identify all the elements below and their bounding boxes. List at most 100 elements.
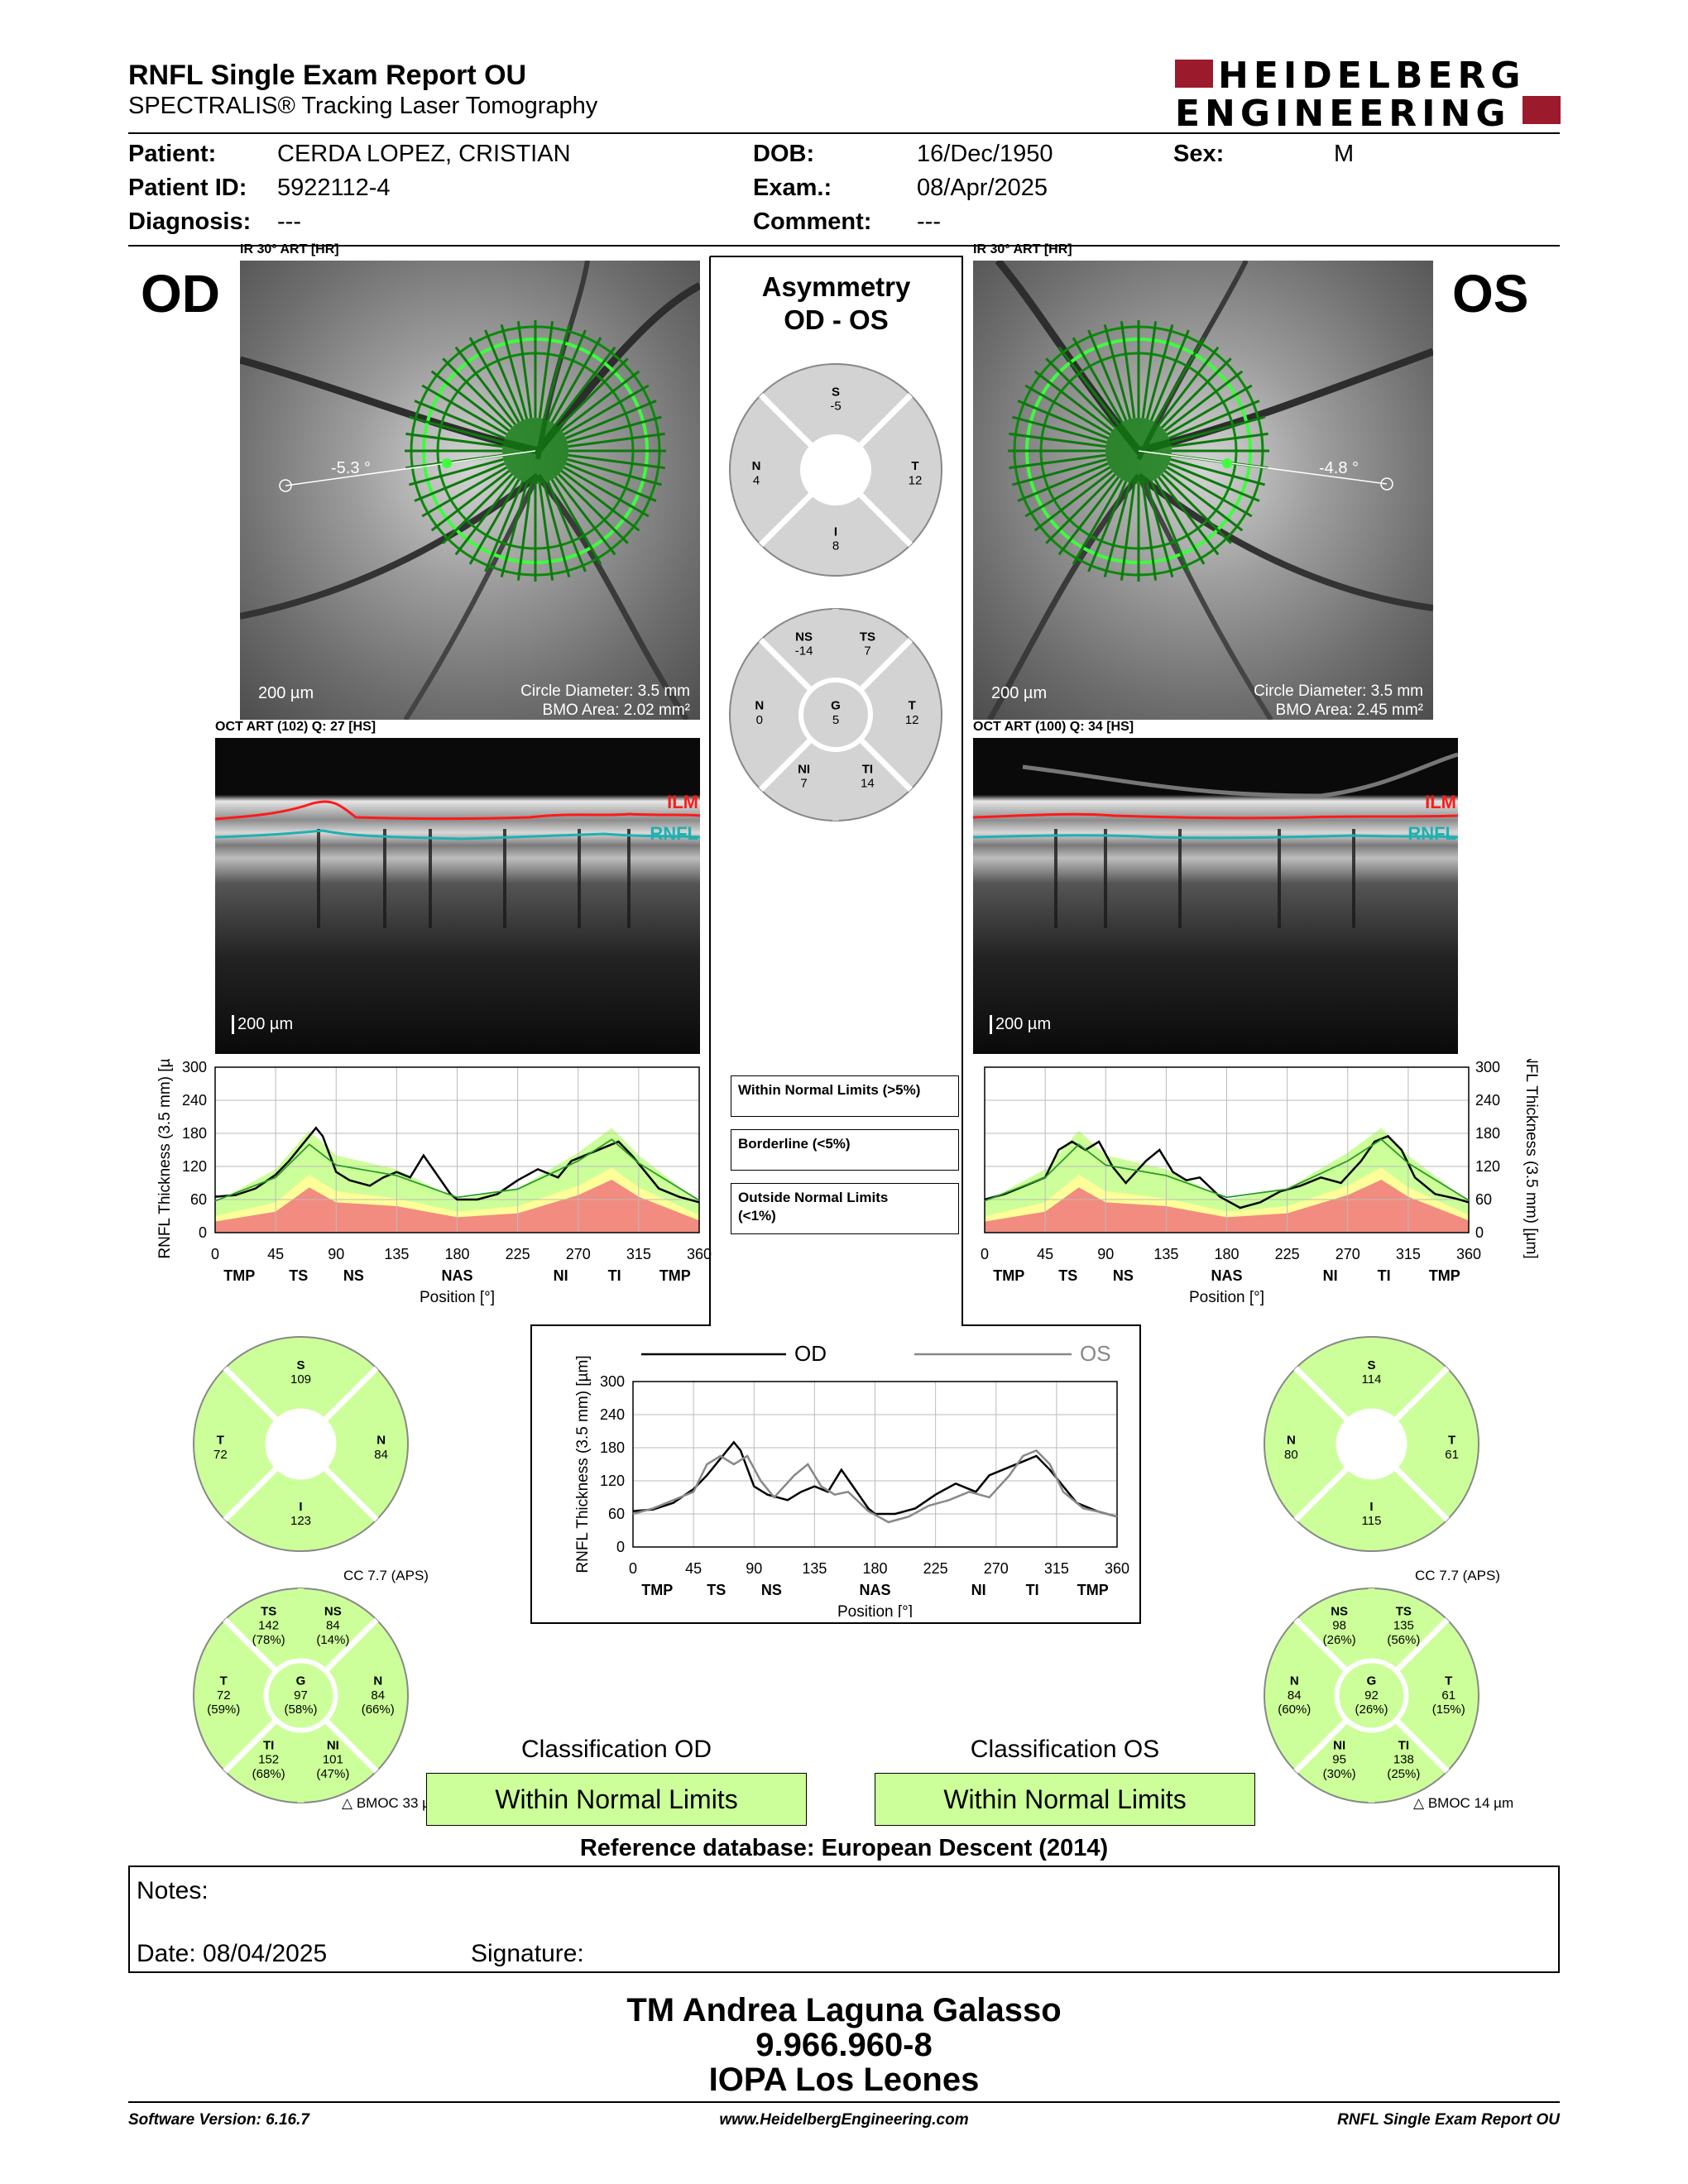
x-tick-label: 180 [1214, 1246, 1239, 1262]
sector-label-n: N [755, 699, 764, 713]
notes-label: Notes: [137, 1877, 209, 1904]
os-6-sector-chart: NS98(26%)TS135(56%)N84(60%)G92(26%)T61(1… [1264, 1588, 1479, 1803]
x-tick-label: 45 [267, 1246, 284, 1262]
os-fundus-image: -4.8 ° 200 µm Circle Diameter: 3.5 mm BM… [973, 261, 1433, 720]
x-tick-label: 135 [384, 1246, 409, 1262]
y-tick-label: 180 [600, 1439, 625, 1456]
sector-divider [1393, 1617, 1450, 1674]
y-tick-label: 240 [600, 1406, 625, 1423]
sector-percent-ti: (68%) [252, 1767, 285, 1781]
dob-label: DOB: [753, 141, 815, 167]
sector-axis-label: TS [707, 1582, 726, 1598]
x-tick-label: 90 [1097, 1246, 1114, 1262]
sector-axis-label: TS [1058, 1267, 1077, 1284]
ou-comparison-chart: 0 60 120 180 240 300 0 45 90 135 180 225 270 315 360 TM… [574, 1344, 1129, 1617]
y-tick-label: 0 [616, 1539, 625, 1555]
legend-borderline-label: Borderline (<5%) [738, 1136, 851, 1152]
x-tick-label: 315 [1396, 1246, 1421, 1262]
diagnosis-value: --- [277, 208, 301, 235]
sector-value-ns: 98 [1332, 1619, 1346, 1633]
sector-value-ti: 14 [861, 777, 875, 791]
od-rnfl-chart: 0 60 120 180 240 300 0 45 90 135 180 225 270 315 360 TM… [156, 1059, 712, 1306]
x-axis-label: Position [°] [837, 1603, 913, 1617]
x-axis-label: Position [°] [1189, 1289, 1264, 1306]
sector-value-ts: 135 [1393, 1619, 1414, 1633]
od-fundus-image: -5.3 ° 200 µm Circle Diameter: 3.5 mm BM… [240, 261, 700, 720]
footer-report-name: RNFL Single Exam Report OU [1337, 2111, 1560, 2129]
od-bmoc-value: BMOC 33 µm [356, 1795, 443, 1811]
sector-divider [1293, 1717, 1350, 1774]
asymmetry-title-2: OD - OS [784, 304, 889, 335]
sector-percent-ti: (25%) [1387, 1767, 1420, 1781]
sector-value-s: 114 [1362, 1372, 1382, 1387]
od-rnfl-label: RNFL [650, 823, 698, 844]
sector-percent-t: (15%) [1432, 1703, 1465, 1717]
x-tick-label: 135 [1153, 1246, 1178, 1262]
sector-percent-g: (58%) [284, 1703, 317, 1717]
sector-percent-ni: (47%) [316, 1767, 349, 1781]
sector-percent-n: (60%) [1278, 1703, 1311, 1717]
os-bmo-area: BMO Area: 2.45 mm² [1275, 702, 1423, 719]
y-tick-label: 180 [1475, 1125, 1500, 1142]
series-line-od [632, 1440, 1118, 1518]
sector-divider [1293, 1617, 1350, 1674]
x-tick-label: 45 [1037, 1246, 1053, 1262]
sector-label-t: T [1448, 1434, 1455, 1448]
sector-axis-label: TI [608, 1267, 621, 1284]
sector-axis-label: NS [343, 1267, 364, 1284]
sector-percent-n: (66%) [362, 1703, 395, 1717]
sector-percent-ts: (78%) [252, 1633, 285, 1647]
sector-value-s: 109 [290, 1372, 311, 1387]
notes-box[interactable]: Notes: Date: 08/04/2025 Signature: [128, 1866, 1560, 1973]
sector-label-t: T [911, 459, 918, 473]
x-tick-label: 180 [862, 1560, 887, 1577]
y-tick-label: 240 [182, 1092, 207, 1109]
sector-label-ti: TI [1398, 1738, 1409, 1752]
sector-value-i: 115 [1362, 1514, 1382, 1528]
sector-label-ts: TS [860, 630, 875, 644]
sector-label-i: I [299, 1500, 302, 1514]
sector-percent-t: (59%) [207, 1703, 240, 1717]
y-tick-label: 0 [199, 1224, 207, 1241]
sector-percent-ns: (26%) [1323, 1633, 1356, 1647]
delta-icon: △ [1413, 1795, 1425, 1811]
os-oct-scale: 200 µm [990, 1015, 1051, 1034]
sector-label-t: T [909, 699, 916, 713]
sector-axis-label: NAS [1211, 1267, 1242, 1284]
y-tick-label: 180 [182, 1125, 207, 1142]
y-tick-label: 120 [1475, 1158, 1500, 1175]
x-tick-label: 135 [802, 1560, 827, 1577]
software-version: Software Version: 6.16.7 [128, 2111, 309, 2129]
sector-value-ns: 84 [326, 1619, 340, 1633]
y-axis-label: RNFL Thickness (3.5 mm) [µm] [1523, 1059, 1539, 1259]
reference-database: Reference database: European Descent (20… [579, 1835, 1109, 1861]
y-tick-label: 240 [1475, 1092, 1500, 1109]
sector-label-n: N [1287, 1434, 1296, 1448]
sector-divider [759, 393, 813, 448]
sector-value-n: 80 [1284, 1448, 1298, 1462]
sector-axis-label: TMP [641, 1582, 673, 1598]
patient-id: 5922112-4 [277, 175, 391, 201]
x-axis-label: Position [°] [420, 1289, 495, 1306]
y-tick-label: 300 [600, 1373, 625, 1390]
sector-divider [759, 638, 813, 692]
sector-divider [858, 492, 913, 547]
sector-value-t: 61 [1445, 1448, 1459, 1462]
sector-axis-label: TS [289, 1267, 308, 1284]
sector-divider [858, 737, 913, 792]
sex-value: M [1334, 141, 1355, 167]
legend-outside-label-2: (<1%) [738, 1208, 776, 1224]
classification-od-title: Classification OD [520, 1736, 712, 1763]
website-link[interactable]: www.HeidelbergEngineering.com [719, 2111, 969, 2129]
sector-value-n: 84 [374, 1448, 388, 1462]
x-tick-label: 0 [981, 1246, 989, 1262]
x-tick-label: 360 [687, 1246, 712, 1262]
sector-divider [323, 1717, 379, 1774]
sector-label-ni: NI [798, 762, 810, 776]
sector-label-ns: NS [795, 630, 813, 644]
sector-axis-label: TI [1026, 1582, 1039, 1598]
sector-label-ts: TS [261, 1604, 276, 1618]
y-axis-label: RNFL Thickness (3.5 mm) [µm] [156, 1059, 174, 1259]
